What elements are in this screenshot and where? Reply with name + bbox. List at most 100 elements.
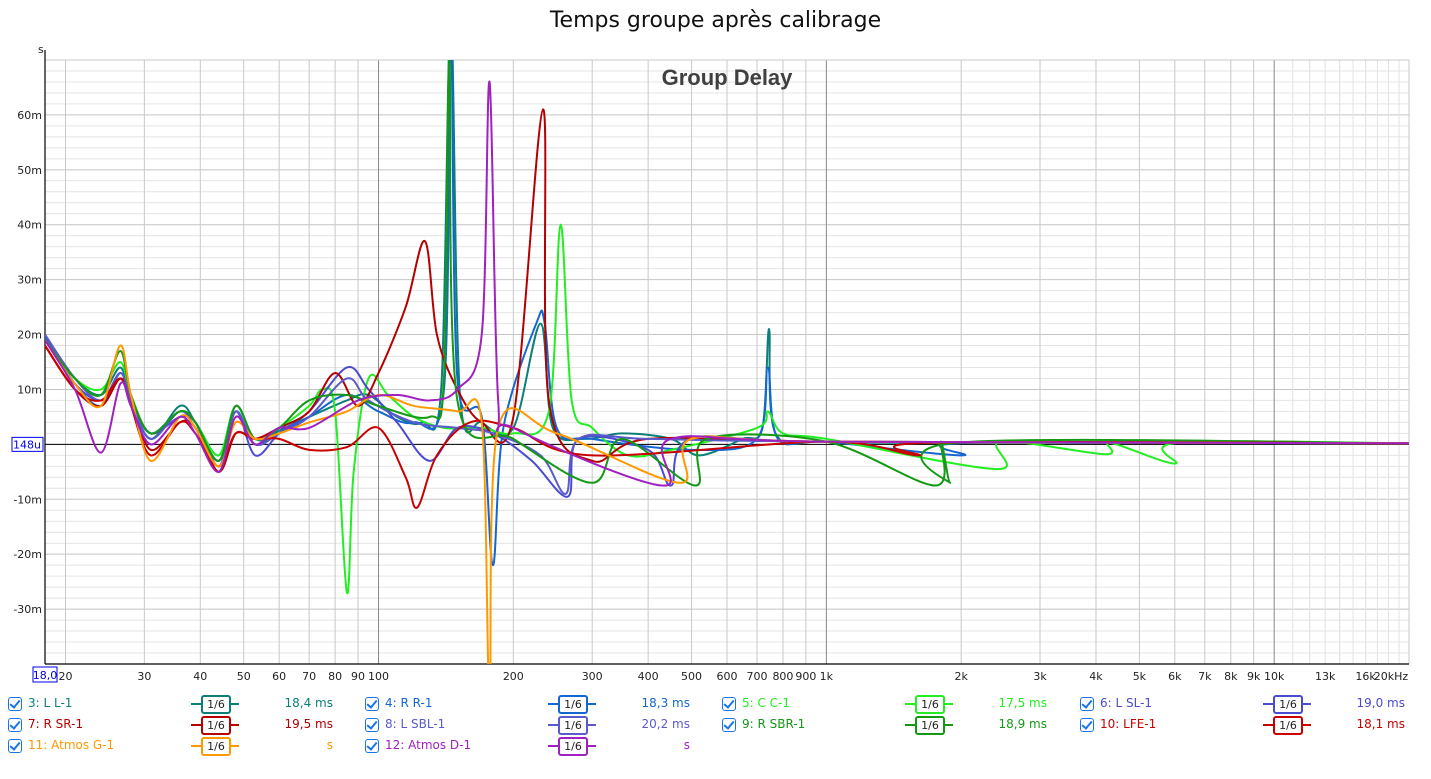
- x-tick-label: 8k: [1224, 670, 1238, 683]
- legend-item: 6: L SL-1 1/6 19,0 ms: [1080, 694, 1430, 715]
- smoothing-button[interactable]: 1/6: [905, 716, 953, 735]
- series-line: [45, 108, 1409, 473]
- series-visibility-checkbox[interactable]: [722, 718, 736, 732]
- x-tick-label: 70: [302, 670, 316, 683]
- series-label: 11: Atmos G-1: [28, 738, 115, 752]
- x-tick-label: 100: [368, 670, 389, 683]
- x-tick-label: 60: [272, 670, 286, 683]
- smoothing-button[interactable]: 1/6: [191, 716, 239, 735]
- smoothing-label: 1/6: [201, 716, 231, 735]
- y-tick-label: 50m: [17, 164, 42, 177]
- legend-item: 12: Atmos D-1 1/6 s: [365, 736, 722, 757]
- legend-item: 11: Atmos G-1 1/6 s: [8, 736, 365, 757]
- smoothing-button[interactable]: 1/6: [905, 695, 953, 714]
- series-label: 9: R SBR-1: [742, 717, 806, 731]
- x-tick-label: 30: [137, 670, 151, 683]
- x-tick-label: 300: [582, 670, 603, 683]
- series-delay-value: 18,3 ms: [641, 696, 690, 710]
- series-visibility-checkbox[interactable]: [365, 739, 379, 753]
- x-tick-label: 80: [328, 670, 342, 683]
- series-line: [45, 60, 1409, 487]
- axes: -30m -20m -10m 10m 20m 30m 40m 50m 60m 20 30 40 50 60…: [11, 50, 1409, 683]
- legend-item: 3: L L-1 1/6 18,4 ms: [8, 694, 365, 715]
- smoothing-button[interactable]: 1/6: [191, 737, 239, 756]
- series-delay-value: 19,0 ms: [1356, 696, 1405, 710]
- series-label: 5: C C-1: [742, 696, 791, 710]
- x-tick-label: 20kHz: [1374, 670, 1409, 683]
- smoothing-label: 1/6: [915, 695, 945, 714]
- legend: 3: L L-1 1/6 18,4 ms 4: R R-1 1/6 18,3 m…: [8, 694, 1430, 757]
- x-tick-label: 40: [193, 670, 207, 683]
- y-tick-label: -20m: [13, 548, 42, 561]
- y-tick-label: 20m: [17, 329, 42, 342]
- series-delay-value: 18,1 ms: [1356, 717, 1405, 731]
- x-cursor-box: [32, 666, 58, 683]
- series-delay-value: 18,4 ms: [284, 696, 333, 710]
- series-delay-value: s: [683, 738, 690, 752]
- series-delay-value: 18,9 ms: [998, 717, 1047, 731]
- x-tick-label: 13k: [1315, 670, 1336, 683]
- x-tick-label: 800: [772, 670, 793, 683]
- x-tick-label: 20: [58, 670, 72, 683]
- smoothing-button[interactable]: 1/6: [548, 695, 596, 714]
- series-line: [45, 80, 1409, 487]
- y-tick-label: -30m: [13, 603, 42, 616]
- x-tick-label: 500: [681, 670, 702, 683]
- smoothing-label: 1/6: [558, 716, 588, 735]
- series-visibility-checkbox[interactable]: [1080, 718, 1094, 732]
- y-tick-label: 40m: [17, 219, 42, 232]
- smoothing-button[interactable]: 1/6: [191, 695, 239, 714]
- x-tick-label: 6k: [1168, 670, 1182, 683]
- smoothing-label: 1/6: [558, 695, 588, 714]
- x-tick-label: 5k: [1133, 670, 1147, 683]
- smoothing-label: 1/6: [201, 695, 231, 714]
- series-visibility-checkbox[interactable]: [8, 697, 22, 711]
- y-tick-label: -10m: [13, 493, 42, 506]
- y-tick-label: 30m: [17, 274, 42, 287]
- series-visibility-checkbox[interactable]: [8, 718, 22, 732]
- window-title: Temps groupe après calibrage: [549, 8, 882, 33]
- smoothing-label: 1/6: [201, 737, 231, 756]
- legend-item: 7: R SR-1 1/6 19,5 ms: [8, 715, 365, 736]
- x-tick-label: 10k: [1264, 670, 1285, 683]
- x-tick-label: 200: [503, 670, 524, 683]
- smoothing-button[interactable]: 1/6: [1263, 695, 1311, 714]
- legend-item: 10: LFE-1 1/6 18,1 ms: [1080, 715, 1430, 736]
- x-tick-label: 1k: [820, 670, 834, 683]
- y-cursor-box: [11, 436, 44, 452]
- legend-item: 4: R R-1 1/6 18,3 ms: [365, 694, 722, 715]
- smoothing-button[interactable]: 1/6: [548, 716, 596, 735]
- y-unit-label: s: [38, 43, 44, 56]
- series-delay-value: 17,5 ms: [998, 696, 1047, 710]
- chart-title: Group Delay: [662, 65, 794, 90]
- x-tick-label: 400: [638, 670, 659, 683]
- x-tick-label: 900: [795, 670, 816, 683]
- series-label: 7: R SR-1: [28, 717, 84, 731]
- x-tick-label: 7k: [1198, 670, 1212, 683]
- series-visibility-checkbox[interactable]: [365, 718, 379, 732]
- series-visibility-checkbox[interactable]: [365, 697, 379, 711]
- legend-item: 9: R SBR-1 1/6 18,9 ms: [722, 715, 1080, 736]
- y-tick-label: 60m: [17, 109, 42, 122]
- x-cursor-value: 18,0: [33, 669, 58, 682]
- x-tick-label: 9k: [1247, 670, 1261, 683]
- series-delay-value: s: [326, 738, 333, 752]
- x-tick-label: 50: [237, 670, 251, 683]
- series-label: 6: L SL-1: [1100, 696, 1153, 710]
- series-line: [45, 339, 1409, 664]
- grid: [45, 59, 1410, 665]
- smoothing-button[interactable]: 1/6: [548, 737, 596, 756]
- series-label: 12: Atmos D-1: [385, 738, 472, 752]
- y-tick-label: 10m: [17, 383, 42, 396]
- smoothing-label: 1/6: [915, 716, 945, 735]
- smoothing-label: 1/6: [558, 737, 588, 756]
- series-label: 10: LFE-1: [1100, 717, 1157, 731]
- series-visibility-checkbox[interactable]: [1080, 697, 1094, 711]
- series-delay-value: 19,5 ms: [284, 717, 333, 731]
- legend-item: 5: C C-1 1/6 17,5 ms: [722, 694, 1080, 715]
- y-cursor-value: 148u: [13, 438, 41, 451]
- series-visibility-checkbox[interactable]: [8, 739, 22, 753]
- smoothing-button[interactable]: 1/6: [1263, 716, 1311, 735]
- series-visibility-checkbox[interactable]: [722, 697, 736, 711]
